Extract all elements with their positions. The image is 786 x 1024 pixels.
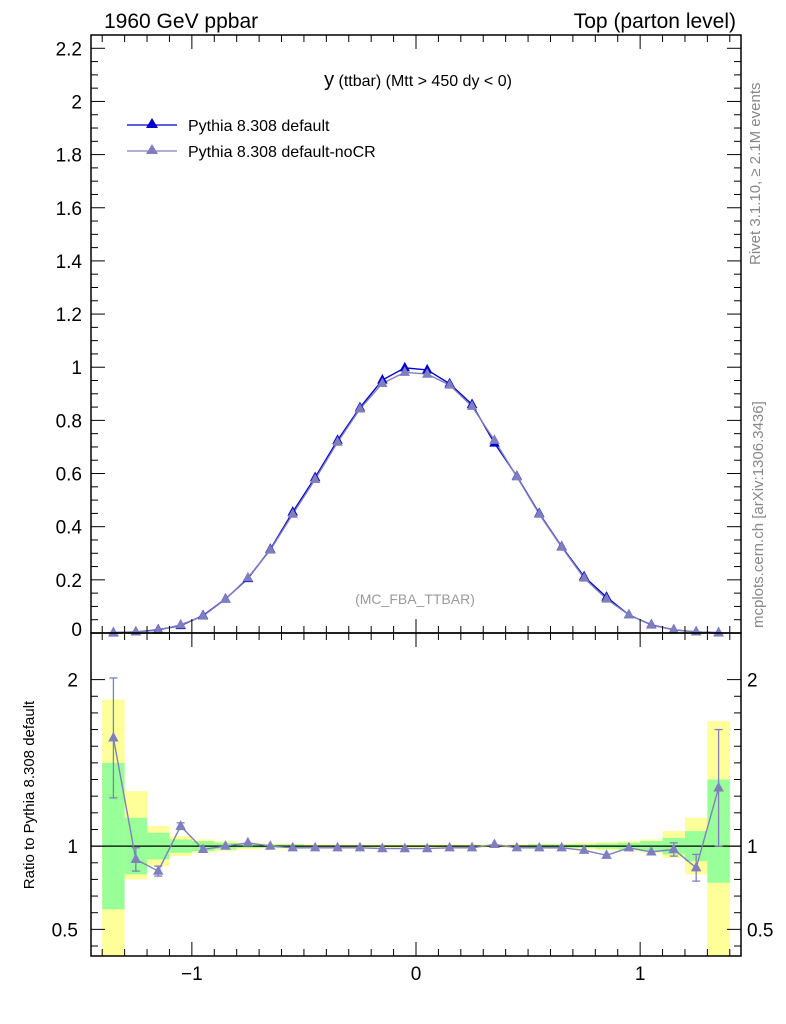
main-y-tick-label: 1.2 (56, 305, 82, 326)
ratio-data-point (153, 865, 164, 875)
analysis-watermark: (MC_FBA_TTBAR) (355, 591, 475, 607)
ratio-data-point (668, 843, 679, 854)
ratio-y-tick-label-right: 0.5 (747, 920, 773, 941)
nocr-data-point (444, 379, 455, 389)
ratio-series-line (112, 737, 720, 873)
uncertainty-band-inner (102, 762, 125, 910)
ratio-data-point (444, 841, 455, 852)
ratio-y-tick-label-right: 1 (747, 837, 758, 858)
main-y-tick-label: 0.4 (56, 518, 83, 539)
main-y-tick-label: 0.6 (56, 465, 82, 486)
ratio-data-point (242, 836, 254, 847)
ratio-x-tick-label: 1 (635, 964, 646, 985)
collider-label: 1960 GeV ppbar (104, 10, 258, 33)
ratio-data-point (197, 843, 209, 854)
main-plot: 0 0.2 0.4 0.6 0.8 1 1.2 1.4 1.6 1.8 2 2.2 y (ttbar)… (56, 34, 742, 641)
nocr-data-point (713, 626, 724, 637)
nocr-data-point (556, 541, 567, 551)
nocr-data-point (265, 544, 276, 554)
nocr-data-point (511, 470, 523, 481)
ratio-y-tick-label-left: 1 (67, 837, 78, 858)
ratio-data-point (646, 845, 657, 856)
ratio-data-point (130, 853, 142, 864)
ratio-data-point (511, 841, 523, 852)
ratio-y-tick-label-right: 2 (747, 671, 758, 692)
ratio-data-point (108, 731, 119, 742)
legend-default-marker (146, 118, 158, 128)
plot-title-main: y (324, 69, 334, 91)
nocr-data-point (197, 609, 209, 620)
nocr-data-point (578, 571, 590, 582)
ratio-data-point (377, 842, 388, 853)
nocr-series-line (113, 371, 719, 634)
main-y-tick-label: 1 (71, 358, 82, 379)
nocr-data-point (489, 434, 500, 444)
nocr-data-point (108, 626, 119, 637)
ratio-data-point (354, 841, 366, 852)
main-y-tick-label: 0 (71, 620, 82, 641)
plot-title-rest: (ttbar) (Mtt > 450 dy < 0) (339, 73, 512, 90)
plot-title: y (ttbar) (Mtt > 450 dy < 0) (324, 69, 512, 91)
ratio-y-tick-label-left: 0.5 (52, 920, 78, 941)
main-y-tick-label: 1.6 (56, 199, 82, 220)
nocr-data-point (690, 625, 702, 636)
nocr-data-point (175, 618, 186, 629)
main-y-tick-label: 1.4 (56, 252, 83, 273)
main-y-tick-label: 0.2 (56, 571, 82, 592)
ratio-data-point (578, 844, 590, 854)
nocr-data-point (220, 593, 231, 603)
legend-nocr-marker (146, 144, 158, 154)
nocr-data-point (466, 400, 478, 410)
ratio-data-point (623, 841, 635, 852)
nocr-data-point (354, 402, 366, 413)
nocr-data-point (668, 623, 679, 634)
main-y-tick-label: 2 (71, 92, 82, 113)
ratio-data-point (466, 841, 478, 852)
nocr-data-point (421, 368, 433, 378)
nocr-data-point (646, 619, 657, 629)
nocr-data-point (309, 473, 321, 483)
ratio-data-point (332, 841, 343, 852)
nocr-data-point (242, 571, 254, 582)
ratio-y-tick-label-left: 2 (67, 671, 78, 692)
nocr-data-point (377, 377, 388, 388)
mcplots-label: mcplots.cern.ch [arXiv:1306.3436] (750, 401, 767, 628)
ratio-plot-frame (90, 632, 742, 957)
ratio-data-point (220, 840, 231, 850)
ratio-data-point (690, 861, 702, 872)
nocr-data-point (601, 592, 612, 603)
ratio-data-point (601, 849, 612, 859)
ratio-data-point (489, 838, 500, 849)
main-y-tick-label: 1.8 (56, 146, 82, 167)
nocr-data-point (153, 624, 164, 634)
ratio-data-point (265, 840, 276, 850)
ratio-data-point (287, 841, 298, 852)
nocr-data-point (130, 625, 142, 636)
nocr-data-point (287, 508, 298, 518)
ratio-data-point (534, 841, 545, 852)
legend-nocr-label: Pythia 8.308 default-noCR (188, 144, 376, 161)
nocr-data-point (332, 436, 343, 446)
main-y-tick-label: 0.8 (56, 411, 82, 432)
legend: Pythia 8.308 default Pythia 8.308 defaul… (127, 118, 376, 161)
ratio-x-tick-label: −1 (181, 964, 203, 985)
ratio-data-point (175, 820, 186, 830)
ratio-y-axis-label: Ratio to Pythia 8.308 default (21, 700, 38, 889)
ratio-plot: 0.5 0.5 1 1 2 2 −1 0 1 Ratio to Pythia 8.308 de… (21, 632, 773, 985)
ratio-x-tick-label: 0 (411, 964, 422, 985)
process-label: Top (parton level) (574, 10, 736, 33)
nocr-data-point (534, 508, 545, 518)
ratio-data-point (309, 841, 321, 852)
ratio-data-point (556, 841, 567, 852)
legend-default-label: Pythia 8.308 default (188, 118, 330, 135)
ratio-data-point (421, 842, 433, 853)
nocr-data-point (399, 366, 411, 376)
nocr-data-point (623, 608, 635, 619)
main-y-tick-label: 2.2 (56, 39, 82, 60)
ratio-data-point (713, 781, 724, 792)
ratio-data-point (399, 842, 411, 853)
rivet-version-label: Rivet 3.1.10, ≥ 2.1M events (747, 83, 764, 266)
